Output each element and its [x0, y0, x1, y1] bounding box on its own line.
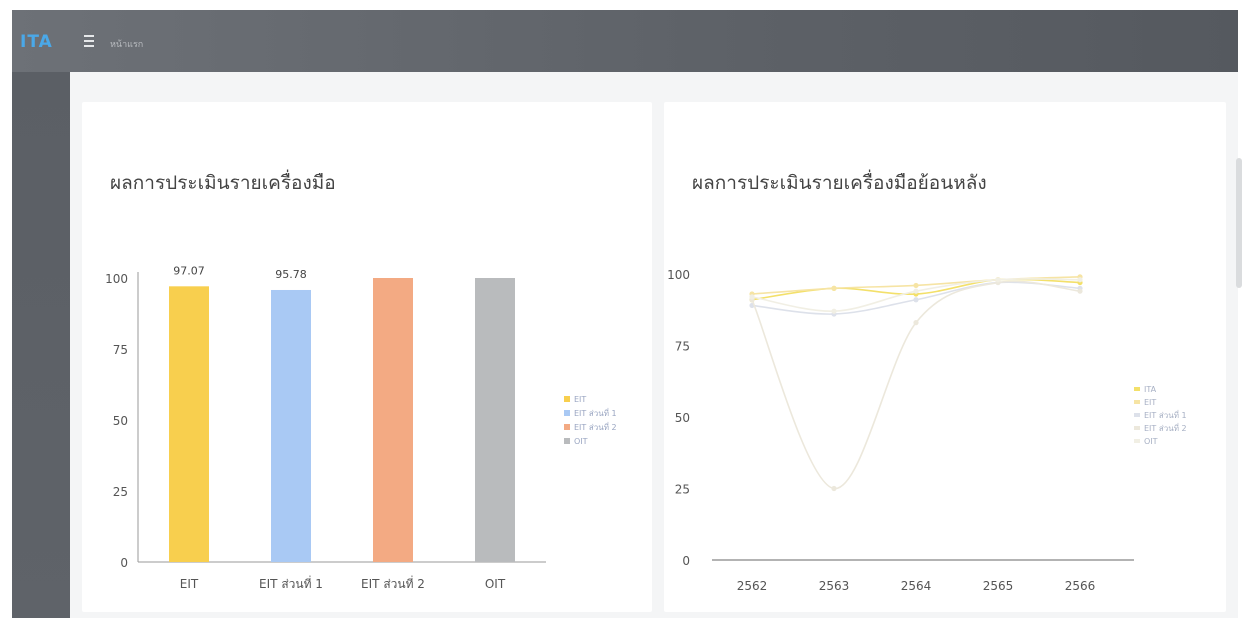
series-point: [1077, 289, 1082, 294]
series-point: [995, 277, 1000, 282]
y-tick-label: 50: [675, 411, 690, 425]
bar: [475, 278, 515, 562]
x-tick-label: 2566: [1065, 579, 1096, 593]
y-tick-label: 25: [113, 485, 128, 499]
app-logo[interactable]: ITA: [20, 32, 53, 52]
series-point: [913, 297, 918, 302]
y-tick-label: 0: [682, 554, 690, 568]
y-tick-label: 100: [105, 272, 128, 286]
tool-results-title: ผลการประเมินรายเครื่องมือ: [110, 168, 336, 198]
page-scrollbar[interactable]: [1236, 158, 1242, 288]
x-tick-label: OIT: [485, 577, 506, 591]
series-point: [1077, 277, 1082, 282]
legend-swatch: [1134, 400, 1140, 404]
legend-swatch: [564, 438, 570, 444]
tool-results-card: ผลการประเมินรายเครื่องมือ 0 25 50 75 100 EIT 9…: [82, 102, 652, 612]
legend-label: OIT: [574, 437, 588, 446]
x-tick-label: 2562: [737, 579, 768, 593]
x-tick-label: 2565: [983, 579, 1014, 593]
x-tick-label: EIT ส่วนที่ 1: [259, 575, 323, 591]
y-tick-label: 100: [667, 268, 690, 282]
series-point: [831, 486, 836, 491]
series-point: [913, 283, 918, 288]
x-tick-label: 2563: [819, 579, 850, 593]
legend-label: EIT ส่วนที่ 2: [574, 421, 617, 432]
hamburger-menu-icon[interactable]: [84, 35, 94, 47]
bar-data-label: 97.07: [173, 264, 205, 277]
legend-label: EIT: [574, 395, 586, 404]
bar: [373, 278, 413, 562]
y-tick-label: 75: [113, 343, 128, 357]
legend-swatch: [1134, 439, 1140, 443]
top-bar: ITA หน้าแรก: [12, 10, 1238, 72]
series-point: [913, 320, 918, 325]
legend-label: EIT ส่วนที่ 2: [1144, 422, 1187, 433]
legend-label: EIT ส่วนที่ 1: [1144, 409, 1187, 420]
sidebar: [12, 72, 70, 618]
legend-swatch: [1134, 387, 1140, 391]
legend-label: OIT: [1144, 437, 1158, 446]
legend-label: ITA: [1144, 385, 1157, 394]
y-tick-label: 75: [675, 340, 690, 354]
y-tick-label: 50: [113, 414, 128, 428]
x-tick-label: 2564: [901, 579, 932, 593]
historical-results-title: ผลการประเมินรายเครื่องมือย้อนหลัง: [692, 168, 987, 198]
legend-swatch: [1134, 413, 1140, 417]
bar: [169, 286, 209, 562]
legend-swatch: [564, 396, 570, 402]
bar-data-label: 95.78: [275, 268, 307, 281]
legend-swatch: [1134, 426, 1140, 430]
series-point: [749, 294, 754, 299]
legend-swatch: [564, 424, 570, 430]
breadcrumb[interactable]: หน้าแรก: [110, 37, 143, 51]
legend-swatch: [564, 410, 570, 416]
series-point: [913, 289, 918, 294]
y-tick-label: 0: [120, 556, 128, 570]
series-point: [831, 309, 836, 314]
x-tick-label: EIT ส่วนที่ 2: [361, 575, 425, 591]
x-tick-label: EIT: [180, 577, 199, 591]
legend-label: EIT: [1144, 398, 1156, 407]
y-tick-label: 25: [675, 483, 690, 497]
historical-results-card: ผลการประเมินรายเครื่องมือย้อนหลัง 0 25 50 7…: [664, 102, 1226, 612]
main-content: ผลการประเมินรายเครื่องมือ 0 25 50 75 100 EIT 9…: [70, 72, 1238, 618]
legend-label: EIT ส่วนที่ 1: [574, 407, 617, 418]
series-point: [831, 286, 836, 291]
bar: [271, 290, 311, 562]
